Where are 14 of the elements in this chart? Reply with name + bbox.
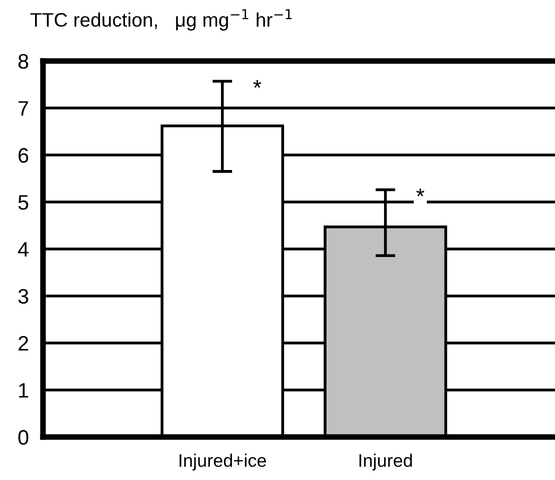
y-axis-title: TTC reduction, μg mg$^{−1}$ hr$^{−1}$ xyxy=(30,9,292,31)
annotation: * xyxy=(416,188,424,196)
x-tick-label: Injured+ice xyxy=(180,454,266,470)
y-tick-label: 4 xyxy=(18,242,28,257)
y-tick-label: 8 xyxy=(18,54,28,69)
y-tick-label: 3 xyxy=(18,289,28,304)
y-tick-label: 7 xyxy=(18,101,28,116)
y-tick-label: 6 xyxy=(18,148,28,163)
y-tick-label: 0 xyxy=(18,430,28,445)
y-tick-label: 5 xyxy=(18,195,28,210)
annotation: * xyxy=(253,80,262,88)
x-tick-label: Injured xyxy=(359,454,412,470)
y-tick-label: 2 xyxy=(18,336,28,351)
y-tick-label: 1 xyxy=(19,383,28,398)
